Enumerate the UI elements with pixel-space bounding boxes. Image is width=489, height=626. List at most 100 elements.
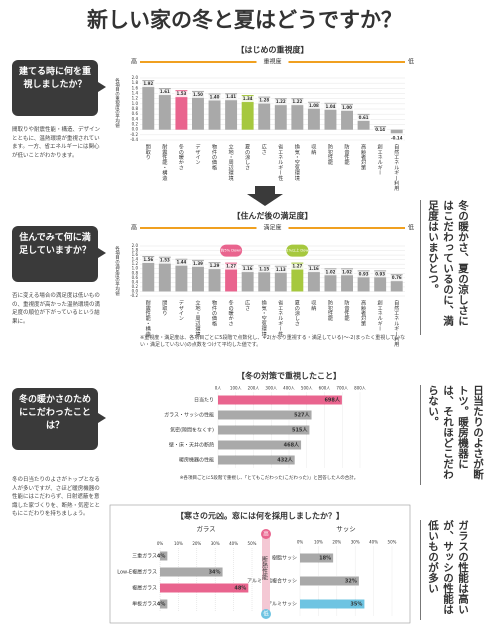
value-label: 4% — [157, 554, 166, 560]
scale-low: 低 — [408, 224, 414, 232]
value-label-bg — [141, 81, 156, 88]
bar — [300, 599, 365, 609]
scale-high: 高 — [131, 58, 137, 66]
bar — [175, 90, 188, 130]
x-tick-label: 500人 — [301, 386, 313, 391]
value-label: 1.00 — [342, 105, 352, 110]
value-label: 34% — [209, 570, 221, 576]
value-label-bg — [323, 103, 338, 110]
scale-bar — [262, 532, 270, 616]
bar — [374, 270, 387, 292]
value-label-bg — [323, 269, 338, 276]
y-tick-label: 1.0 — [132, 266, 139, 271]
bar — [225, 93, 238, 130]
y-tick-label: 0.0 — [132, 127, 139, 132]
x-tick-label: 30% — [211, 541, 220, 546]
value-label-bg — [340, 269, 355, 276]
value-label: 1.53 — [176, 91, 186, 96]
value-label-bg — [389, 135, 404, 142]
x-tick-label: 間取り — [144, 144, 150, 160]
value-label: 1.40 — [210, 95, 220, 100]
scale-label-bg — [256, 57, 289, 67]
callout-desc: 冬の日当たりのよさがトップとなる人が多いですが、さほど暖房機器の性能にはこだわら… — [12, 477, 101, 517]
value-label-bg — [207, 94, 222, 101]
value-label-bg — [290, 263, 305, 270]
y-tick-label: 2.0 — [132, 243, 139, 248]
bar — [160, 551, 168, 561]
category-label: ガラス・サッシの性能 — [164, 412, 214, 419]
bar — [158, 256, 171, 292]
value-label-bg — [224, 263, 239, 270]
value-label-bg — [340, 104, 355, 111]
bar — [241, 95, 254, 130]
value-label-bg — [224, 94, 239, 101]
x-tick-label: 換気・空気環境 — [260, 299, 266, 338]
value-label-bg — [257, 97, 272, 104]
footnote: ※重視度・満足度は、各項目ごとに5段階で点数化し、+2(かなり重視する・満足して… — [140, 335, 406, 348]
x-tick-label: 300人 — [265, 386, 277, 391]
x-tick-label: 冬の暖かさ — [178, 143, 184, 172]
y-tick-label: 0.8 — [132, 270, 139, 275]
x-tick-label: 自然エネルギー利用 — [393, 299, 399, 349]
y-tick-label: 1.0 — [132, 101, 139, 106]
bar — [324, 268, 337, 292]
category-label: 気密(隙間をなくす) — [170, 427, 214, 434]
value-label: 0.93 — [375, 271, 385, 276]
value-label: 4% — [157, 602, 166, 608]
value-label-bg — [174, 259, 189, 266]
bar — [225, 262, 238, 292]
x-tick-label: 40% — [229, 541, 238, 546]
value-label: 515人 — [292, 427, 308, 434]
chart-title: 【冬の対策で重視したこと】 — [237, 371, 341, 381]
bar — [274, 265, 287, 292]
down-arrow — [247, 186, 283, 206]
side-note: 冬の暖かさ、夏の涼しさにはこだわっているのに、満足度はいまひとつ。 — [420, 200, 470, 335]
bar — [300, 576, 359, 586]
y-tick-label: 1.4 — [132, 257, 139, 262]
value-label: 1.56 — [143, 257, 153, 262]
bar — [192, 90, 204, 130]
value-label: 18% — [319, 556, 331, 562]
category-label: 樹脂サッシ — [272, 555, 297, 562]
value-label-bg — [240, 266, 255, 273]
y-tick-label: 1.6 — [132, 85, 139, 90]
scale-high-dot — [261, 529, 271, 539]
value-label: 527人 — [294, 412, 310, 419]
bar — [307, 101, 320, 130]
value-label: 0.76 — [392, 275, 402, 280]
x-tick-label: 10% — [174, 541, 183, 546]
value-label: -0.14 — [391, 135, 403, 140]
scale-label: 重視度 — [263, 58, 281, 66]
category-label: 暖房機器の性能 — [179, 457, 214, 464]
bar — [324, 102, 337, 130]
value-label-bg — [389, 275, 404, 282]
value-label-bg — [290, 99, 305, 106]
bar — [208, 262, 221, 292]
x-tick-label: 収納 — [310, 300, 316, 312]
value-label: 432人 — [277, 457, 293, 464]
value-label-bg — [257, 266, 272, 273]
bar — [390, 129, 403, 134]
y-tick-label: 1.8 — [132, 248, 139, 253]
x-tick-label: 防音性能 — [344, 143, 350, 167]
x-tick-label: 広さ — [261, 143, 267, 156]
value-label: 1.34 — [243, 96, 253, 101]
bar — [160, 599, 168, 609]
y-tick-label: 1.2 — [132, 96, 139, 101]
x-tick-label: 30% — [351, 540, 360, 545]
annotation-badge — [286, 244, 309, 257]
x-tick-label: 50% — [248, 541, 257, 546]
callout-box: 建てる時に何を重視しましたか？ — [12, 60, 106, 116]
bar — [241, 265, 254, 292]
value-label: 1.02 — [342, 269, 352, 274]
value-label: 1.16 — [309, 266, 319, 271]
value-label: 1.04 — [326, 104, 336, 109]
x-tick-label: 収納 — [310, 144, 316, 156]
value-label-bg — [174, 91, 189, 98]
x-tick-label: 10% — [314, 540, 323, 545]
category-label: アルミサッシ — [267, 602, 297, 608]
bar — [390, 274, 403, 292]
chart-title: 【はじめの重視度】 — [237, 45, 309, 55]
